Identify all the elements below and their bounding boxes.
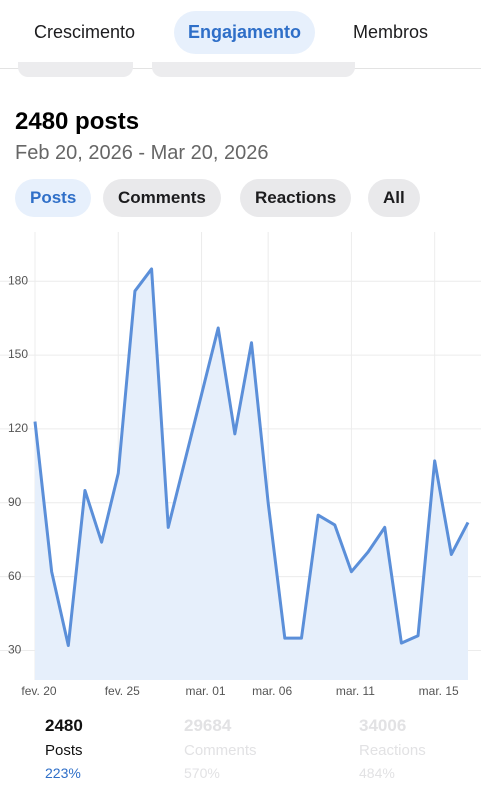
- y-tick-label: 120: [8, 421, 28, 435]
- y-tick-label: 30: [8, 643, 22, 657]
- stat-value: 2480: [45, 716, 83, 735]
- stat-label: Comments: [184, 742, 257, 759]
- x-tick-label: mar. 01: [186, 684, 226, 698]
- stat[interactable]: 34006 Reactions 484%: [359, 716, 426, 781]
- summary-title: 2480 posts: [15, 108, 140, 135]
- filter-chip[interactable]: Posts: [15, 179, 92, 217]
- partial-pill: [152, 62, 355, 77]
- stat-value: 34006: [359, 716, 407, 735]
- y-tick-label: 60: [8, 569, 22, 583]
- stat[interactable]: 29684 Comments 570%: [184, 716, 257, 781]
- stat[interactable]: 2480 Posts 223%: [45, 716, 83, 781]
- tab[interactable]: Crescimento: [34, 22, 136, 42]
- area: [35, 268, 468, 680]
- y-tick-label: 180: [8, 273, 28, 287]
- x-tick-label: mar. 06: [252, 684, 292, 698]
- stat-label: Reactions: [359, 742, 426, 759]
- filter-chip[interactable]: All: [368, 179, 420, 217]
- chart: 30 60 90 120 150 180 fev. 20 fev. 25 mar. 01 mar.…: [0, 232, 481, 698]
- stat-change: 223%: [45, 765, 81, 781]
- tab[interactable]: Membros: [353, 22, 429, 42]
- stat-change: 484%: [359, 765, 395, 781]
- stat-label: Posts: [45, 742, 83, 759]
- date-range: Feb 20, 2026 - Mar 20, 2026: [15, 142, 269, 164]
- x-tick-label: fev. 20: [21, 684, 56, 698]
- tab-active[interactable]: Engajamento: [174, 11, 316, 54]
- y-tick-label: 150: [8, 347, 28, 361]
- y-tick-label: 90: [8, 495, 22, 509]
- line: [33, 267, 470, 648]
- x-tick-label: fev. 25: [105, 684, 140, 698]
- partial-pill: [18, 62, 133, 77]
- stat-change: 570%: [184, 765, 220, 781]
- x-tick-label: mar. 11: [336, 684, 375, 698]
- filter-chip[interactable]: Reactions: [240, 179, 352, 217]
- stat-value: 29684: [184, 716, 232, 735]
- x-tick-label: mar. 15: [419, 684, 459, 698]
- filter-chip[interactable]: Comments: [103, 179, 221, 217]
